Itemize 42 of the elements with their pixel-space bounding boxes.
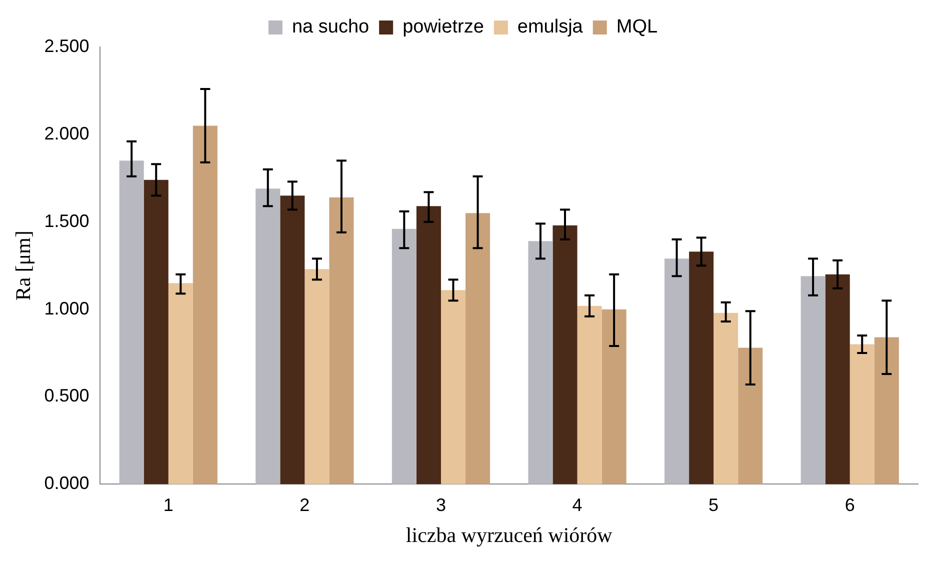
legend-label: MQL (616, 16, 658, 38)
bar (440, 290, 466, 484)
bar (466, 213, 490, 484)
x-tick-label: 1 (163, 494, 174, 515)
legend-label: powietrze (402, 16, 484, 38)
bar (714, 312, 738, 484)
bar (280, 196, 305, 484)
x-tick-label: 4 (572, 494, 582, 515)
bar (825, 274, 850, 484)
x-tick-label: 5 (708, 494, 719, 515)
bar (874, 337, 899, 484)
bar (738, 348, 763, 484)
legend-label: emulsja (517, 16, 584, 38)
y-tick-label: 0.500 (44, 386, 90, 406)
bar (304, 269, 330, 484)
bar (528, 241, 553, 484)
bar (329, 197, 354, 484)
y-tick-label: 0.000 (44, 473, 90, 494)
bar (119, 160, 144, 484)
bar (664, 258, 690, 484)
bar (168, 283, 193, 484)
x-axis-title: liczba wyrzuceń wiórów (406, 522, 614, 547)
x-tick-label: 6 (844, 494, 855, 515)
bar (800, 276, 826, 484)
bar (192, 126, 218, 484)
bar (689, 252, 714, 484)
bar (256, 188, 280, 484)
bar (552, 225, 578, 484)
bar (602, 309, 626, 484)
bar (577, 306, 602, 484)
y-tick-label: 1.500 (44, 210, 90, 231)
y-axis-title: Ra [μm] (11, 230, 36, 301)
legend-label: na sucho (292, 16, 370, 38)
x-tick-label: 2 (300, 494, 310, 515)
bar (416, 206, 441, 484)
x-tick-label: 3 (436, 494, 446, 515)
y-tick-label: 1.000 (44, 298, 90, 318)
bar (850, 344, 874, 484)
bar (144, 180, 168, 484)
bar (392, 228, 416, 484)
y-tick-label: 2.000 (44, 123, 90, 144)
y-tick-label: 2.500 (44, 36, 90, 56)
